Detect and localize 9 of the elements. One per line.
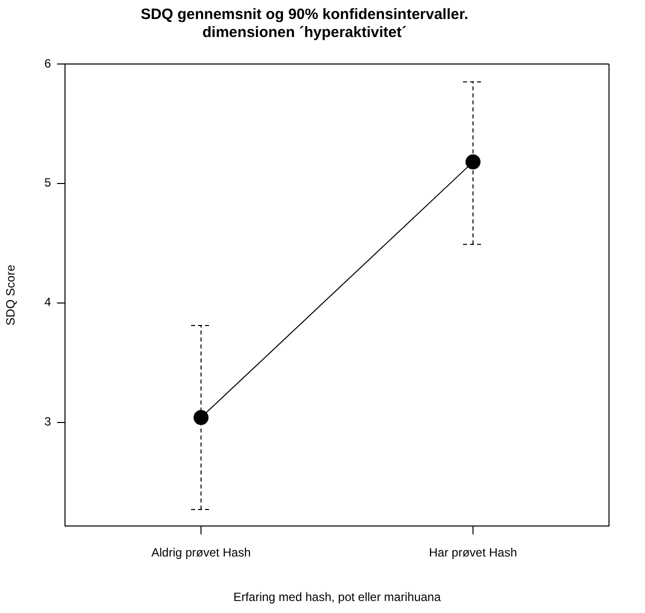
y-tick-label: 4 [44, 295, 52, 310]
y-tick-label: 6 [44, 56, 52, 70]
y-tick-label: 3 [44, 414, 52, 429]
x-axis-title: Erfaring med hash, pot eller marihuana [233, 590, 442, 604]
chart-title: SDQ gennemsnit og 90% konfidensintervaller. dimensionen ´hyperaktivitet´ [140, 6, 468, 42]
x-tick-label: Aldrig prøvet Hash [151, 546, 251, 560]
x-tick-label: Har prøvet Hash [429, 546, 518, 560]
y-axis-title: SDQ Score [4, 264, 18, 326]
y-tick-label: 5 [44, 176, 52, 190]
